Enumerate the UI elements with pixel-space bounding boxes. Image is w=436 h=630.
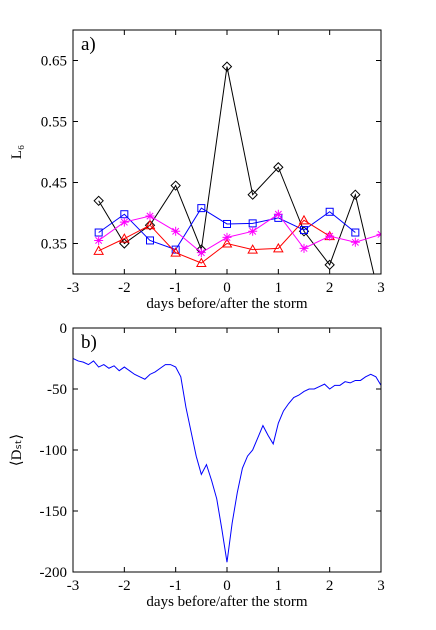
panel-label: a) <box>81 34 96 55</box>
y-tick-label: 0.45 <box>41 176 67 192</box>
plot-area <box>73 358 381 563</box>
x-tick-label: -3 <box>67 578 80 594</box>
x-tick-label: -2 <box>118 578 131 594</box>
marker <box>93 245 105 255</box>
marker <box>170 180 181 191</box>
x-tick-label: 3 <box>377 280 385 296</box>
y-tick-label: 0.55 <box>41 115 67 131</box>
data-line <box>98 213 381 254</box>
marker <box>197 204 206 213</box>
marker <box>196 248 206 258</box>
y-tick-label: 0.65 <box>41 54 67 70</box>
y-tick-label: 0 <box>60 321 68 337</box>
marker <box>273 162 284 173</box>
x-tick-label: 3 <box>377 578 385 594</box>
marker <box>350 189 361 200</box>
y-tick-label: -50 <box>47 382 67 398</box>
marker <box>144 219 156 231</box>
data-line <box>98 66 375 274</box>
marker <box>221 61 233 72</box>
marker <box>144 219 156 230</box>
y-axis-label: L₆ <box>9 145 25 159</box>
marker <box>300 226 308 235</box>
marker <box>273 209 283 219</box>
x-tick-label: -3 <box>67 280 80 296</box>
marker <box>350 237 360 247</box>
x-axis-label: days before/after the storm <box>146 594 308 610</box>
x-tick-label: -1 <box>169 578 182 594</box>
marker <box>223 219 231 228</box>
y-axis-label: ⟨Dₛₜ⟩ <box>9 434 25 467</box>
marker <box>298 214 310 225</box>
x-tick-label: 0 <box>223 578 231 594</box>
marker <box>94 235 104 245</box>
marker <box>272 242 284 253</box>
marker <box>299 243 309 253</box>
x-tick-label: -2 <box>118 280 131 296</box>
marker <box>325 231 335 241</box>
y-tick-label: -150 <box>40 504 68 520</box>
y-tick-label: -200 <box>40 565 68 581</box>
x-axis-label: days before/after the storm <box>146 296 308 312</box>
x-tick-label: 1 <box>275 280 283 296</box>
marker <box>119 217 129 227</box>
x-tick-label: 1 <box>275 578 283 594</box>
x-tick-label: 2 <box>326 280 334 296</box>
marker <box>195 257 207 268</box>
panel-label: b) <box>81 332 97 353</box>
marker <box>171 226 181 236</box>
marker <box>247 189 258 200</box>
x-tick-label: 0 <box>223 280 231 296</box>
marker <box>351 228 360 237</box>
marker <box>325 207 334 216</box>
y-tick-label: -100 <box>40 443 68 459</box>
marker <box>248 226 258 236</box>
marker <box>146 236 154 245</box>
plot-area <box>93 61 386 309</box>
x-tick-label: 2 <box>326 578 334 594</box>
axes-box <box>72 327 382 573</box>
marker <box>93 195 104 207</box>
y-tick-label: 0.35 <box>41 237 67 253</box>
x-tick-label: -1 <box>169 280 182 296</box>
marker <box>247 244 259 254</box>
marker <box>118 233 130 243</box>
marker <box>377 300 386 309</box>
data-line <box>73 358 381 563</box>
data-line <box>98 207 356 251</box>
marker <box>222 232 232 242</box>
marker <box>145 211 155 221</box>
marker <box>170 247 182 257</box>
data-line <box>98 219 330 264</box>
marker <box>221 237 233 248</box>
